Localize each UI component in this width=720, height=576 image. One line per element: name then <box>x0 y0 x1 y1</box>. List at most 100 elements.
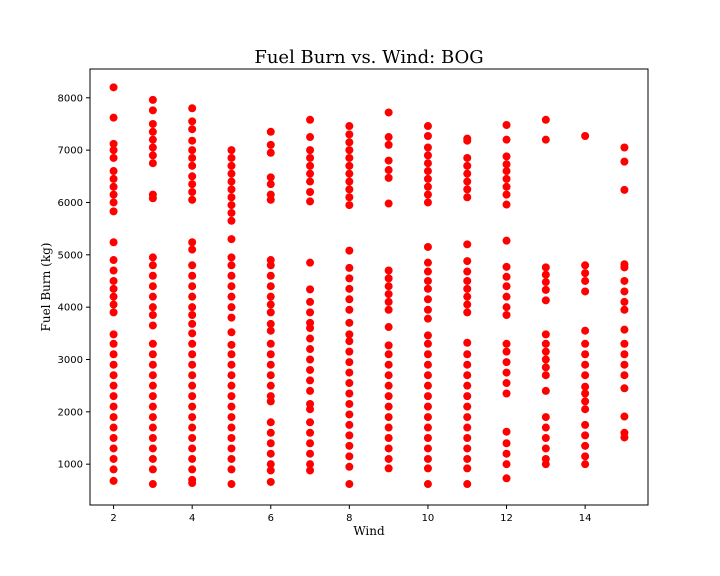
data-points <box>109 83 629 489</box>
data-point <box>345 452 354 461</box>
data-point <box>541 371 550 380</box>
x-axis-ticks: 2 4 6 8 10 12 14 <box>110 505 591 524</box>
data-point <box>306 297 315 306</box>
data-point <box>306 365 315 374</box>
y-tick-label: 1000 <box>58 460 83 471</box>
data-point <box>581 389 590 398</box>
data-point <box>502 262 511 271</box>
data-point <box>266 460 275 469</box>
data-point <box>423 331 432 340</box>
data-point <box>620 143 629 152</box>
data-point <box>620 371 629 380</box>
data-point <box>423 371 432 380</box>
data-point <box>148 292 157 301</box>
data-point <box>345 146 354 155</box>
data-point <box>423 434 432 442</box>
data-point <box>227 185 236 194</box>
data-point <box>423 423 432 432</box>
data-point <box>188 311 197 319</box>
data-point <box>306 428 315 437</box>
data-point <box>345 410 354 419</box>
data-point <box>463 434 472 442</box>
data-point <box>227 193 236 202</box>
data-point <box>266 439 275 448</box>
data-point <box>148 190 157 199</box>
data-point <box>109 330 118 339</box>
data-point <box>463 267 472 276</box>
data-point <box>463 392 472 401</box>
data-point <box>188 329 197 338</box>
data-point <box>620 260 629 269</box>
data-point <box>541 454 550 463</box>
data-point <box>345 318 354 327</box>
data-point <box>266 326 275 335</box>
data-point <box>109 454 118 463</box>
y-tick-label: 5000 <box>58 250 83 261</box>
data-point <box>423 276 432 285</box>
data-point <box>463 169 472 178</box>
data-point <box>148 402 157 411</box>
x-tick-label: 14 <box>579 513 592 524</box>
data-point <box>502 389 511 398</box>
data-point <box>620 305 629 314</box>
data-point <box>620 185 629 194</box>
data-point <box>463 381 472 390</box>
data-point <box>227 261 236 270</box>
data-point <box>188 402 197 411</box>
data-point <box>188 434 197 442</box>
data-point <box>188 271 197 280</box>
data-point <box>502 339 511 348</box>
data-point <box>109 190 118 199</box>
data-point <box>581 441 590 450</box>
data-point <box>384 305 393 314</box>
data-point <box>423 464 432 473</box>
data-point <box>109 198 118 207</box>
data-point <box>109 339 118 348</box>
data-point <box>227 216 236 225</box>
data-point <box>384 199 393 208</box>
data-point <box>109 371 118 380</box>
data-point <box>345 284 354 293</box>
data-point <box>148 135 157 144</box>
data-point <box>620 428 629 437</box>
data-point <box>502 200 511 209</box>
data-point <box>266 319 275 328</box>
data-point <box>306 169 315 178</box>
data-point <box>581 460 590 469</box>
data-point <box>423 132 432 140</box>
data-point <box>148 413 157 422</box>
data-point <box>423 305 432 314</box>
data-point <box>227 444 236 453</box>
data-point <box>581 397 590 406</box>
data-point <box>502 190 511 199</box>
data-point <box>306 376 315 385</box>
data-point <box>148 95 157 104</box>
data-point <box>148 423 157 432</box>
data-point <box>109 174 118 183</box>
x-axis-label: Wind <box>353 524 385 538</box>
y-tick-label: 7000 <box>58 146 83 157</box>
data-point <box>463 134 472 143</box>
data-point <box>384 274 393 283</box>
data-point <box>463 413 472 422</box>
data-point <box>306 308 315 317</box>
data-point <box>148 480 157 489</box>
data-point <box>502 152 511 161</box>
data-point <box>384 434 393 442</box>
data-point <box>463 276 472 285</box>
data-point <box>188 444 197 453</box>
y-tick-label: 4000 <box>58 303 83 314</box>
data-point <box>188 282 197 291</box>
data-point <box>109 238 118 247</box>
data-point <box>345 130 354 139</box>
data-point <box>463 292 472 301</box>
data-point <box>109 476 118 485</box>
data-point <box>188 180 197 189</box>
data-point <box>345 122 354 131</box>
data-point <box>188 188 197 196</box>
data-point <box>109 300 118 309</box>
data-point <box>502 427 511 436</box>
data-point <box>188 454 197 463</box>
data-point <box>109 350 118 359</box>
y-tick-label: 8000 <box>58 93 83 104</box>
